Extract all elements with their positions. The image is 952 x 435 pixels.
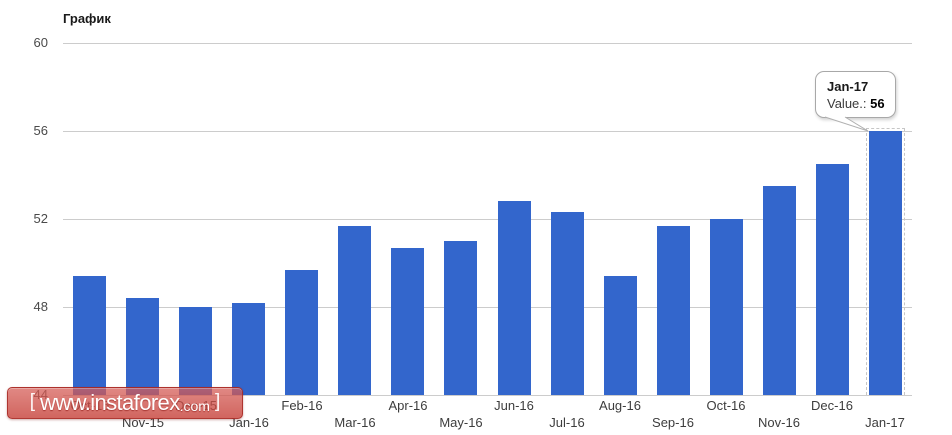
y-axis-label-56: 56 <box>33 123 48 138</box>
x-axis-label-Jan-17: Jan-17 <box>865 415 905 430</box>
gridline-60 <box>63 43 912 44</box>
bar-Dec-15[interactable] <box>179 307 212 395</box>
x-axis-label-Oct-16: Oct-16 <box>706 398 746 413</box>
watermark-text: www.instaforex <box>40 390 180 415</box>
x-axis-label-Mar-16: Mar-16 <box>334 415 376 430</box>
watermark-bracket-open: [ <box>29 391 36 412</box>
bar-Jun-16[interactable] <box>498 201 531 395</box>
gridline-56 <box>63 131 912 132</box>
chart-title: График <box>63 11 111 26</box>
gridline-48 <box>63 307 912 308</box>
tooltip: Jan-17 Value.: 56 <box>815 71 896 118</box>
x-axis-label-Nov-16: Nov-16 <box>758 415 800 430</box>
x-axis-label-Dec-16: Dec-16 <box>811 398 853 413</box>
x-axis-label-Apr-16: Apr-16 <box>388 398 428 413</box>
tooltip-value-row: Value.: 56 <box>827 95 895 112</box>
tooltip-value: 56 <box>870 96 885 111</box>
y-axis-label-60: 60 <box>33 35 48 50</box>
x-axis-label-Aug-16: Aug-16 <box>599 398 641 413</box>
bar-Sep-16[interactable] <box>657 226 690 395</box>
tooltip-value-label: Value.: <box>827 96 867 111</box>
gridline-52 <box>63 219 912 220</box>
x-axis-label-May-16: May-16 <box>439 415 483 430</box>
y-axis-label-48: 48 <box>33 299 48 314</box>
x-axis-label-Feb-16: Feb-16 <box>281 398 323 413</box>
bar-Jan-16[interactable] <box>232 303 265 395</box>
bar-Jul-16[interactable] <box>551 212 584 395</box>
tooltip-pointer-icon <box>824 116 869 132</box>
x-axis-label-Sep-16: Sep-16 <box>652 415 694 430</box>
bar-Dec-16[interactable] <box>816 164 849 395</box>
bar-Feb-16[interactable] <box>285 270 318 395</box>
y-axis-label-52: 52 <box>33 211 48 226</box>
x-axis-label-Jul-16: Jul-16 <box>549 415 585 430</box>
instaforex-watermark: [ www.instaforex .com ] <box>7 387 243 419</box>
x-axis-label-Jun-16: Jun-16 <box>494 398 534 413</box>
selected-bar-outline <box>866 128 905 395</box>
gridline-44 <box>63 395 912 396</box>
bar-Oct-16[interactable] <box>710 219 743 395</box>
watermark-bracket-close: ] <box>214 391 221 412</box>
bar-Jan-17[interactable] <box>869 131 902 395</box>
bar-Nov-16[interactable] <box>763 186 796 395</box>
bar-Oct-15[interactable] <box>73 276 106 395</box>
bar-Aug-16[interactable] <box>604 276 637 395</box>
bar-Nov-15[interactable] <box>126 298 159 395</box>
watermark-domain-suffix: .com <box>179 398 210 414</box>
bar-Apr-16[interactable] <box>391 248 424 395</box>
bar-Mar-16[interactable] <box>338 226 371 395</box>
tooltip-title: Jan-17 <box>827 79 869 94</box>
bar-May-16[interactable] <box>444 241 477 395</box>
